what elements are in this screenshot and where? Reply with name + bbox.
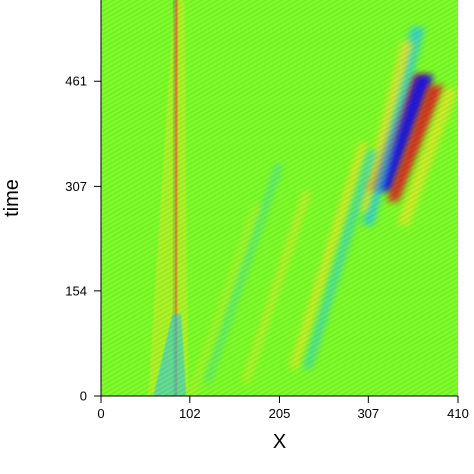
y-tick-label-3: 461: [65, 74, 87, 89]
x-tick-label-1: 102: [179, 406, 201, 421]
y-tick-label-0: 0: [80, 389, 87, 404]
x-tick-label-4: 410: [447, 406, 469, 421]
x-axis-ticks: 0 102 205 307 410: [97, 396, 469, 421]
x-axis-label: X: [273, 431, 286, 453]
plot-area: [101, 0, 458, 396]
y-axis-label: time: [1, 179, 23, 217]
y-tick-label-1: 154: [65, 283, 87, 298]
y-tick-label-2: 307: [65, 179, 87, 194]
x-tick-label-3: 307: [357, 406, 379, 421]
texture-overlay: [101, 0, 458, 396]
y-axis-ticks: 0 154 307 461: [65, 74, 101, 404]
x-tick-label-0: 0: [97, 406, 104, 421]
x-tick-label-2: 205: [269, 406, 291, 421]
